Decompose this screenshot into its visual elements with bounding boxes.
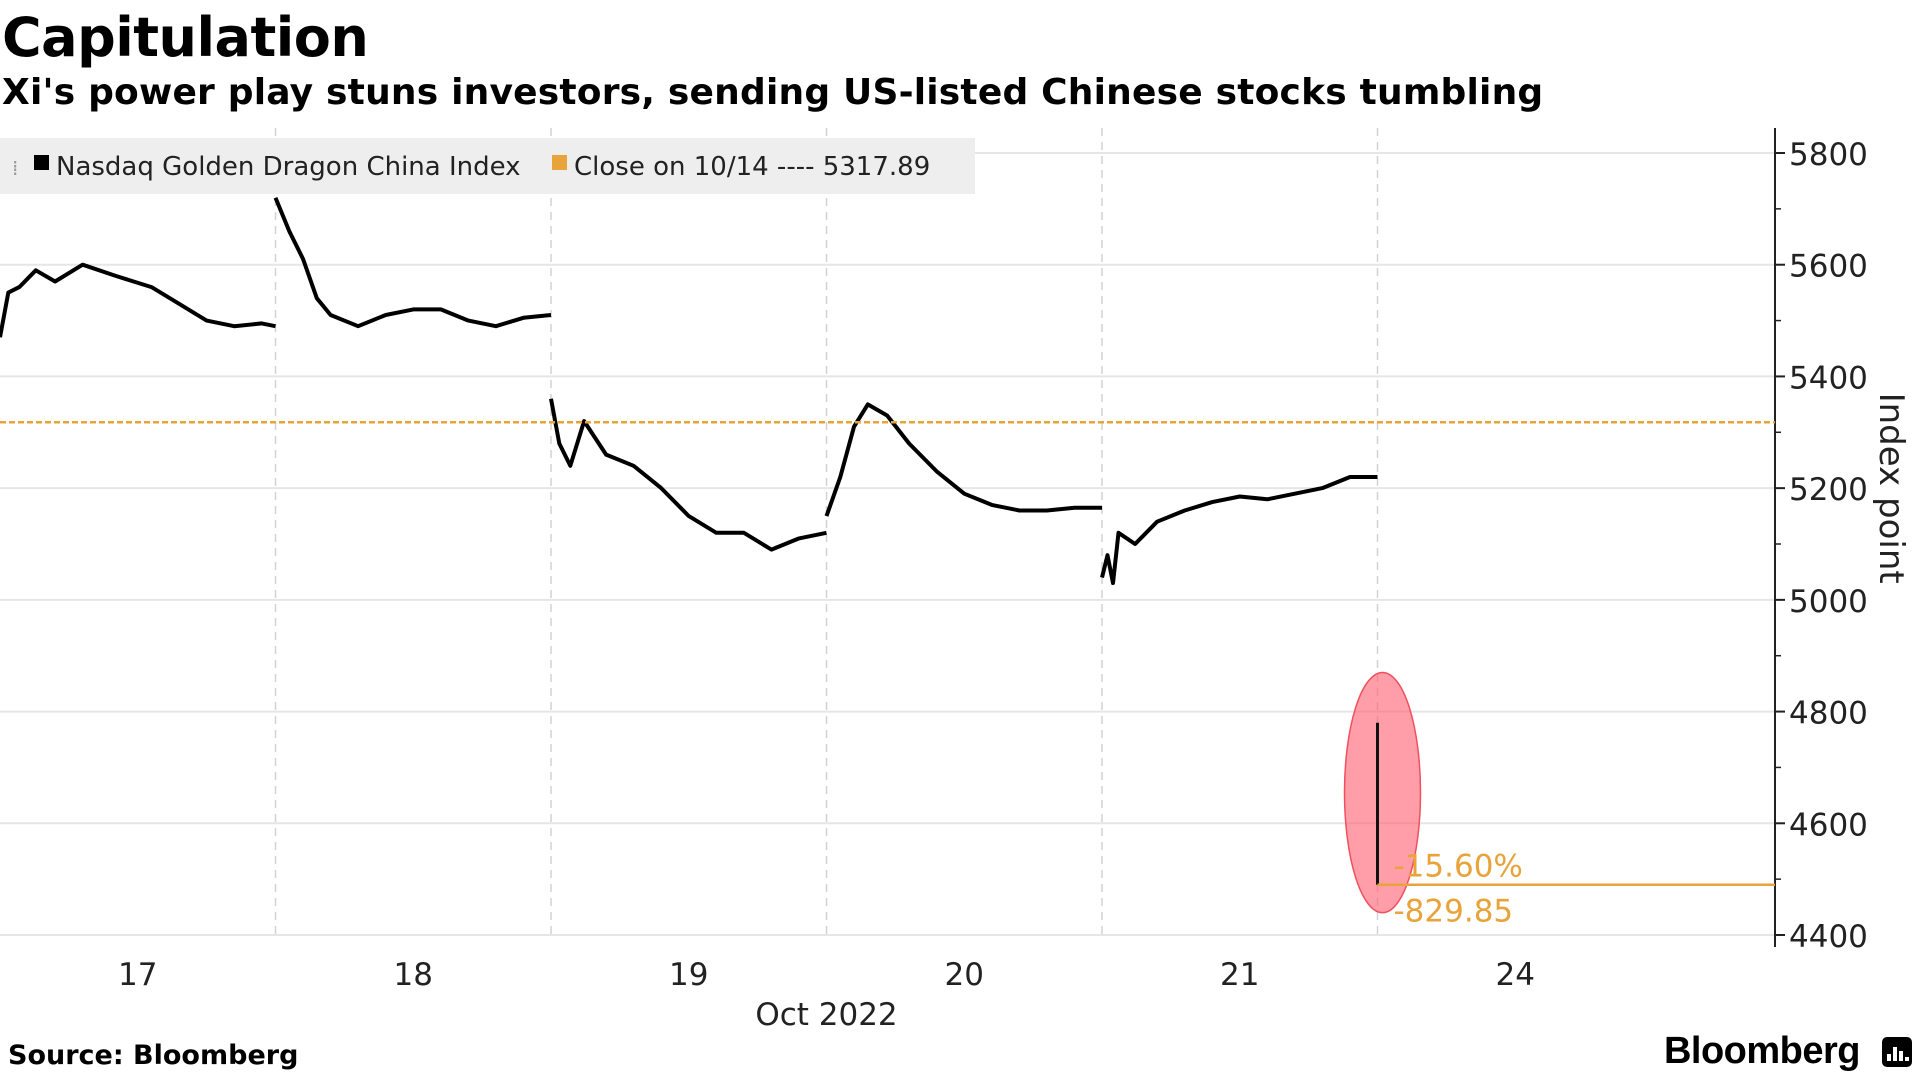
x-tick-label: 17 [118, 957, 157, 993]
series-line-18 [273, 196, 552, 329]
chart-title: Capitulation [2, 6, 369, 69]
legend-background [0, 138, 975, 194]
grid-lines [0, 128, 1775, 936]
chart-subtitle: Xi's power play stuns investors, sending… [2, 72, 1544, 113]
y-tick-label: 4800 [1789, 696, 1868, 732]
source-note: Source: Bloomberg [8, 1040, 299, 1071]
x-tick-label: 18 [394, 957, 433, 993]
x-tick-label: 19 [669, 957, 708, 993]
y-tick-label: 5600 [1789, 249, 1868, 285]
series-line-20 [824, 402, 1102, 517]
series-line-17 [0, 262, 276, 338]
y-tick-label: 4400 [1789, 919, 1868, 955]
legend-swatch-index [34, 155, 49, 170]
x-axis: 17 18 19 20 21 24 [118, 957, 1535, 993]
y-tick-label: 5000 [1789, 584, 1868, 620]
drop-highlight: -15.60% -829.85 [1343, 671, 1775, 930]
y-tick-label: 5200 [1789, 472, 1868, 508]
x-tick-label: 24 [1496, 957, 1535, 993]
drop-ellipse [1343, 671, 1422, 914]
chart-legend: ⁞ Nasdaq Golden Dragon China Index Close… [0, 138, 975, 194]
annotation-percent: -15.60% [1394, 849, 1523, 885]
legend-swatch-close [552, 155, 567, 170]
legend-label-index: Nasdaq Golden Dragon China Index [56, 152, 521, 182]
y-axis: 4400 4600 4800 5000 5200 5400 5600 5800 [1774, 128, 1868, 955]
y-tick-label: 5400 [1789, 360, 1868, 396]
y-tick-label: 5800 [1789, 137, 1868, 173]
series-line-21 [1100, 475, 1378, 586]
y-axis-label: Index point [1871, 393, 1911, 584]
x-tick-label: 21 [1220, 957, 1259, 993]
bloomberg-terminal-icon [1882, 1037, 1912, 1067]
y-tick-label: 4600 [1789, 807, 1868, 843]
series-lines [0, 196, 1378, 586]
x-axis-label: Oct 2022 [755, 997, 897, 1030]
x-tick-label: 20 [945, 957, 984, 993]
line-chart: ⁞ Nasdaq Golden Dragon China Index Close… [0, 128, 1911, 1030]
legend-label-close: Close on 10/14 ---- 5317.89 [574, 152, 930, 182]
series-line-19 [549, 398, 827, 552]
brand-logo: Bloomberg [1663, 1030, 1861, 1072]
annotation-points: -829.85 [1394, 894, 1514, 930]
legend-handle: ⁞ [12, 156, 18, 180]
